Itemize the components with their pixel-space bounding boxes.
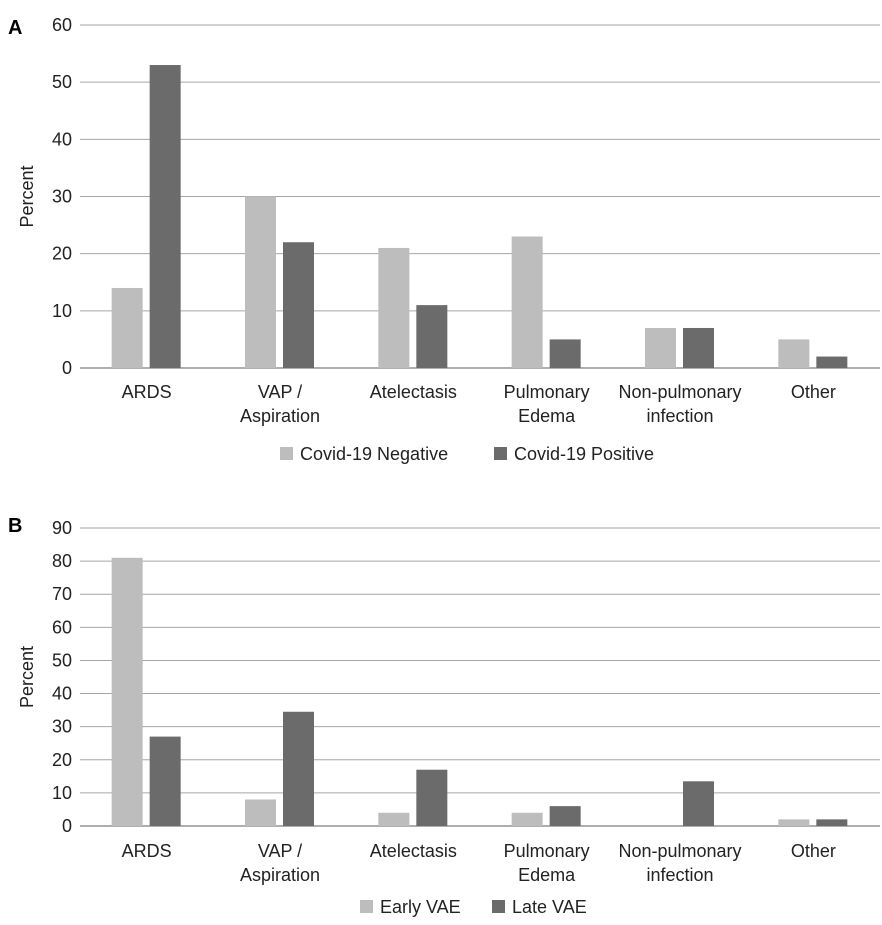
- bar-series2: [549, 339, 581, 368]
- legend-swatch: [494, 447, 507, 460]
- x-category-label: Atelectasis: [370, 382, 457, 402]
- bar-series2: [416, 769, 448, 826]
- bar-series1: [245, 196, 276, 368]
- y-tick-label: 0: [62, 816, 72, 836]
- y-tick-label: 30: [52, 187, 72, 207]
- legend-label: Covid-19 Negative: [300, 444, 448, 464]
- bar-series2: [149, 736, 181, 826]
- legend-swatch: [360, 900, 373, 913]
- bar-series1: [378, 247, 410, 368]
- x-category-label: Aspiration: [240, 406, 320, 426]
- x-category-label: infection: [646, 865, 713, 885]
- panel-b-chart: B 0 10 20 30 40 50 60 70 80 90 Percent ARDS VAP / Aspi…: [8, 515, 880, 917]
- x-category-label: Edema: [518, 406, 576, 426]
- y-tick-label: 50: [52, 650, 72, 670]
- bar-series1: [778, 819, 810, 826]
- x-category-label: Non-pulmonary: [618, 382, 741, 402]
- y-tick-label: 10: [52, 783, 72, 803]
- bar-series2: [416, 305, 448, 368]
- panel-a-chart: A 0 10 20 30 40 50 60 Percent ARDS VAP / Aspiration…: [8, 15, 880, 464]
- bar-series2: [816, 819, 848, 826]
- y-tick-label: 40: [52, 129, 72, 149]
- y-axis-label: Percent: [17, 646, 37, 708]
- y-tick-label: 0: [62, 358, 72, 378]
- legend-label: Covid-19 Positive: [514, 444, 654, 464]
- x-category-label: Atelectasis: [370, 841, 457, 861]
- x-category-label: Edema: [518, 865, 576, 885]
- x-category-label: Pulmonary: [504, 382, 590, 402]
- x-category-label: ARDS: [122, 382, 172, 402]
- bar-series1: [778, 339, 810, 368]
- panel-letter: B: [8, 515, 22, 537]
- x-category-label: Aspiration: [240, 865, 320, 885]
- bar-series2: [683, 327, 714, 368]
- x-category-label: infection: [646, 406, 713, 426]
- y-tick-label: 90: [52, 518, 72, 538]
- legend-label: Early VAE: [380, 897, 461, 917]
- x-category-label: Non-pulmonary: [618, 841, 741, 861]
- legend-swatch: [280, 447, 293, 460]
- y-tick-label: 10: [52, 301, 72, 321]
- y-tick-label: 20: [52, 750, 72, 770]
- bar-series2: [283, 242, 314, 368]
- y-tick-label: 60: [52, 15, 72, 35]
- bar-series2: [283, 711, 314, 826]
- y-tick-label: 30: [52, 717, 72, 737]
- bar-series1: [245, 799, 276, 826]
- x-category-label: Pulmonary: [504, 841, 590, 861]
- x-category-label: VAP /: [258, 841, 302, 861]
- y-tick-label: 50: [52, 72, 72, 92]
- bar-series2: [683, 781, 714, 826]
- x-category-label: Other: [791, 382, 836, 402]
- legend-swatch: [492, 900, 505, 913]
- x-category-label: ARDS: [122, 841, 172, 861]
- panel-letter: A: [8, 17, 22, 39]
- bar-series1: [378, 812, 410, 826]
- bar-series2: [816, 356, 848, 368]
- bar-series1: [511, 812, 543, 826]
- x-category-label: Other: [791, 841, 836, 861]
- bar-series1: [645, 327, 676, 368]
- bar-series1: [111, 287, 143, 368]
- y-tick-label: 80: [52, 551, 72, 571]
- bar-series1: [111, 557, 143, 826]
- y-axis-label: Percent: [17, 165, 37, 227]
- legend-label: Late VAE: [512, 897, 587, 917]
- y-tick-label: 20: [52, 244, 72, 264]
- bar-series2: [149, 65, 181, 369]
- y-tick-label: 40: [52, 684, 72, 704]
- bar-series1: [511, 236, 543, 368]
- y-tick-label: 70: [52, 584, 72, 604]
- y-tick-label: 60: [52, 617, 72, 637]
- bar-series2: [549, 806, 581, 826]
- x-category-label: VAP /: [258, 382, 302, 402]
